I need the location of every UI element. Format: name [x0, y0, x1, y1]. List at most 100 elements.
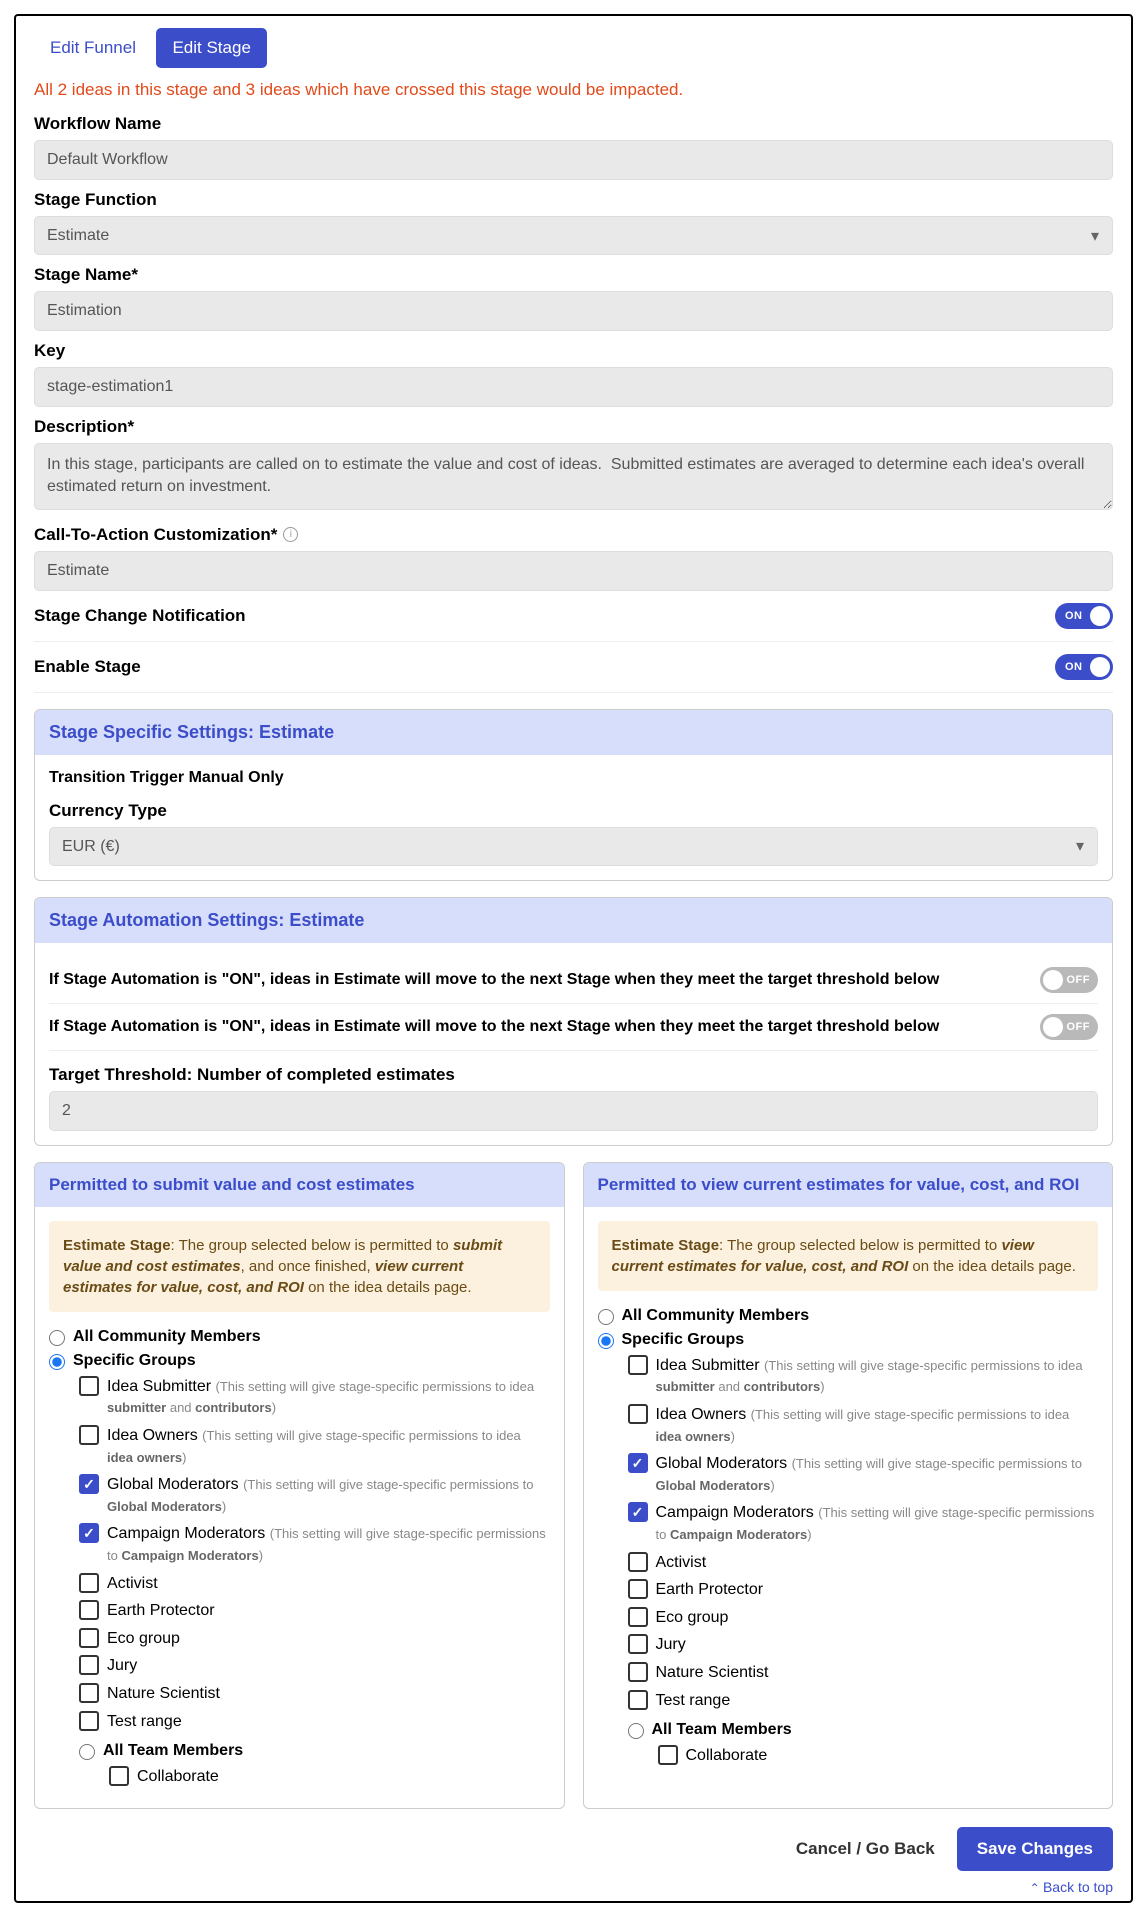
- enable-stage-toggle[interactable]: ON: [1055, 654, 1113, 680]
- permitted-submit-panel: Permitted to submit value and cost estim…: [34, 1162, 565, 1809]
- submit-team-radio[interactable]: [79, 1744, 95, 1760]
- submit-all-label[interactable]: All Community Members: [73, 1328, 261, 1346]
- tabs: Edit Funnel Edit Stage: [34, 28, 1113, 68]
- group-checkbox[interactable]: [628, 1662, 648, 1682]
- group-label[interactable]: Eco group: [656, 1607, 729, 1629]
- workflow-name-label: Workflow Name: [34, 114, 1113, 134]
- group-checkbox[interactable]: [79, 1711, 99, 1731]
- page-frame: Edit Funnel Edit Stage All 2 ideas in th…: [14, 14, 1133, 1903]
- info-icon[interactable]: i: [283, 527, 298, 542]
- currency-type-select[interactable]: EUR (€): [49, 827, 1098, 866]
- group-label[interactable]: Idea Owners (This setting will give stag…: [107, 1425, 550, 1468]
- view-collaborate-label[interactable]: Collaborate: [686, 1745, 768, 1767]
- view-group-list: Idea Submitter (This setting will give s…: [628, 1355, 1099, 1711]
- view-team-label[interactable]: All Team Members: [652, 1721, 792, 1739]
- stage-change-notification-toggle[interactable]: ON: [1055, 603, 1113, 629]
- permitted-submit-header: Permitted to submit value and cost estim…: [35, 1163, 564, 1207]
- group-checkbox[interactable]: [79, 1600, 99, 1620]
- key-input[interactable]: [34, 367, 1113, 407]
- submit-team-label[interactable]: All Team Members: [103, 1742, 243, 1760]
- tab-edit-stage[interactable]: Edit Stage: [156, 28, 266, 68]
- group-checkbox[interactable]: [79, 1628, 99, 1648]
- group-checkbox[interactable]: [628, 1690, 648, 1710]
- description-textarea[interactable]: In this stage, participants are called o…: [34, 443, 1113, 510]
- group-label[interactable]: Nature Scientist: [107, 1683, 220, 1705]
- group-label[interactable]: Eco group: [107, 1628, 180, 1650]
- group-checkbox[interactable]: [79, 1474, 99, 1494]
- group-checkbox[interactable]: [628, 1579, 648, 1599]
- permitted-view-panel: Permitted to view current estimates for …: [583, 1162, 1114, 1809]
- group-label[interactable]: Jury: [656, 1634, 686, 1656]
- group-checkbox[interactable]: [79, 1425, 99, 1445]
- threshold-label: Target Threshold: Number of completed es…: [49, 1065, 1098, 1085]
- stage-name-label: Stage Name*: [34, 265, 1113, 285]
- group-checkbox[interactable]: [628, 1607, 648, 1627]
- group-checkbox[interactable]: [628, 1634, 648, 1654]
- notice-lead: Estimate Stage: [63, 1237, 171, 1254]
- group-label[interactable]: Test range: [656, 1690, 731, 1712]
- group-label[interactable]: Global Moderators (This setting will giv…: [107, 1474, 550, 1517]
- group-label[interactable]: Jury: [107, 1655, 137, 1677]
- group-label[interactable]: Idea Submitter (This setting will give s…: [656, 1355, 1099, 1398]
- view-collaborate-checkbox[interactable]: [658, 1745, 678, 1765]
- threshold-input[interactable]: [49, 1091, 1098, 1131]
- view-team-radio[interactable]: [628, 1723, 644, 1739]
- submit-collaborate-checkbox[interactable]: [109, 1766, 129, 1786]
- group-label[interactable]: Idea Submitter (This setting will give s…: [107, 1376, 550, 1419]
- stage-function-label: Stage Function: [34, 190, 1113, 210]
- group-checkbox[interactable]: [79, 1523, 99, 1543]
- group-label[interactable]: Earth Protector: [656, 1579, 764, 1601]
- toggle-on-text: ON: [1065, 661, 1083, 673]
- cta-label: Call-To-Action Customization* i: [34, 525, 1113, 545]
- view-all-label[interactable]: All Community Members: [622, 1307, 810, 1325]
- stage-function-select[interactable]: Estimate: [34, 216, 1113, 255]
- group-label[interactable]: Idea Owners (This setting will give stag…: [656, 1404, 1099, 1447]
- automation-row-2-toggle[interactable]: OFF: [1040, 1014, 1098, 1040]
- group-checkbox[interactable]: [628, 1404, 648, 1424]
- group-label[interactable]: Activist: [656, 1552, 707, 1574]
- group-checkbox[interactable]: [79, 1573, 99, 1593]
- group-checkbox[interactable]: [628, 1355, 648, 1375]
- view-specific-label[interactable]: Specific Groups: [622, 1331, 745, 1349]
- submit-collaborate-label[interactable]: Collaborate: [137, 1766, 219, 1788]
- group-checkbox[interactable]: [628, 1552, 648, 1572]
- view-specific-radio[interactable]: [598, 1333, 614, 1349]
- group-label[interactable]: Nature Scientist: [656, 1662, 769, 1684]
- notice-lead: Estimate Stage: [612, 1237, 720, 1254]
- group-checkbox[interactable]: [79, 1655, 99, 1675]
- save-changes-button[interactable]: Save Changes: [957, 1827, 1113, 1871]
- stage-specific-header: Stage Specific Settings: Estimate: [35, 710, 1112, 755]
- toggle-on-text: ON: [1065, 610, 1083, 622]
- group-checkbox[interactable]: [628, 1453, 648, 1473]
- stage-name-input[interactable]: [34, 291, 1113, 331]
- workflow-name-input[interactable]: [34, 140, 1113, 180]
- automation-row-1-toggle[interactable]: OFF: [1040, 967, 1098, 993]
- cancel-button[interactable]: Cancel / Go Back: [796, 1839, 935, 1859]
- permitted-view-header: Permitted to view current estimates for …: [584, 1163, 1113, 1207]
- group-label[interactable]: Campaign Moderators (This setting will g…: [107, 1523, 550, 1566]
- automation-row-1-text: If Stage Automation is "ON", ideas in Es…: [49, 971, 1030, 989]
- group-checkbox[interactable]: [79, 1376, 99, 1396]
- group-label[interactable]: Global Moderators (This setting will giv…: [656, 1453, 1099, 1496]
- currency-type-label: Currency Type: [49, 801, 1098, 821]
- stage-automation-panel: Stage Automation Settings: Estimate If S…: [34, 897, 1113, 1146]
- group-label[interactable]: Activist: [107, 1573, 158, 1595]
- tab-edit-funnel[interactable]: Edit Funnel: [34, 28, 152, 68]
- group-label[interactable]: Campaign Moderators (This setting will g…: [656, 1502, 1099, 1545]
- transition-trigger-text: Transition Trigger Manual Only: [49, 769, 1098, 787]
- submit-specific-label[interactable]: Specific Groups: [73, 1352, 196, 1370]
- group-checkbox[interactable]: [79, 1683, 99, 1703]
- group-label[interactable]: Test range: [107, 1711, 182, 1733]
- stage-automation-header: Stage Automation Settings: Estimate: [35, 898, 1112, 943]
- group-label[interactable]: Earth Protector: [107, 1600, 215, 1622]
- view-all-radio[interactable]: [598, 1309, 614, 1325]
- cta-input[interactable]: [34, 551, 1113, 591]
- back-to-top-link[interactable]: Back to top: [34, 1879, 1113, 1895]
- description-label: Description*: [34, 417, 1113, 437]
- group-checkbox[interactable]: [628, 1502, 648, 1522]
- submit-group-list: Idea Submitter (This setting will give s…: [79, 1376, 550, 1732]
- submit-specific-radio[interactable]: [49, 1354, 65, 1370]
- toggle-off-text: OFF: [1067, 1021, 1091, 1033]
- submit-all-radio[interactable]: [49, 1330, 65, 1346]
- automation-row-2-text: If Stage Automation is "ON", ideas in Es…: [49, 1018, 1030, 1036]
